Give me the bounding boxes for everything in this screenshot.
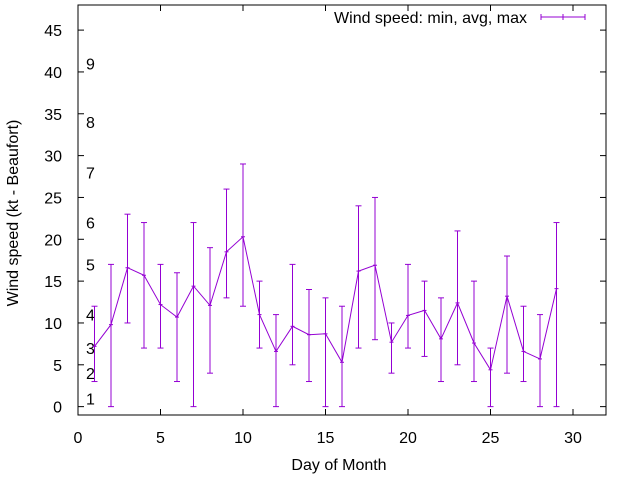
x-tick-label: 25 (482, 430, 500, 447)
y-tick-label: 25 (44, 190, 62, 207)
beaufort-scale-labels: 1 2 3 4 5 6 7 8 9 (86, 57, 95, 409)
x-axis-ticks: 0 5 10 15 20 25 30 (74, 5, 582, 447)
beaufort-label: 6 (86, 216, 95, 233)
y-tick-label: 20 (44, 232, 62, 249)
x-tick-label: 0 (74, 430, 83, 447)
x-axis-label: Day of Month (291, 457, 386, 474)
series-layer (91, 163, 560, 408)
plot-border (77, 4, 607, 416)
legend: Wind speed: min, avg, max (334, 10, 586, 27)
y-tick-label: 15 (44, 274, 62, 291)
y-axis-label: Wind speed (kt - Beaufort) (5, 120, 22, 307)
beaufort-label: 7 (86, 165, 95, 182)
y-tick-label: 45 (44, 23, 62, 40)
x-tick-label: 30 (564, 430, 582, 447)
x-tick-label: 20 (399, 430, 417, 447)
y-tick-label: 5 (53, 358, 62, 375)
plot-frame (77, 4, 607, 416)
beaufort-label: 3 (86, 341, 95, 358)
beaufort-label: 4 (86, 308, 95, 325)
y-tick-label: 10 (44, 316, 62, 333)
beaufort-label: 5 (86, 257, 95, 274)
x-tick-label: 5 (156, 430, 165, 447)
y-tick-label: 35 (44, 107, 62, 124)
legend-label: Wind speed: min, avg, max (334, 10, 527, 27)
y-tick-label: 30 (44, 149, 62, 166)
beaufort-label: 1 (86, 391, 95, 408)
beaufort-label: 8 (86, 115, 95, 132)
legend-key (540, 14, 586, 20)
y-tick-label: 0 (53, 400, 62, 417)
beaufort-label: 9 (86, 57, 95, 74)
beaufort-label: 2 (86, 366, 95, 383)
y-tick-label: 40 (44, 65, 62, 82)
x-tick-label: 10 (234, 430, 252, 447)
x-tick-label: 15 (317, 430, 335, 447)
